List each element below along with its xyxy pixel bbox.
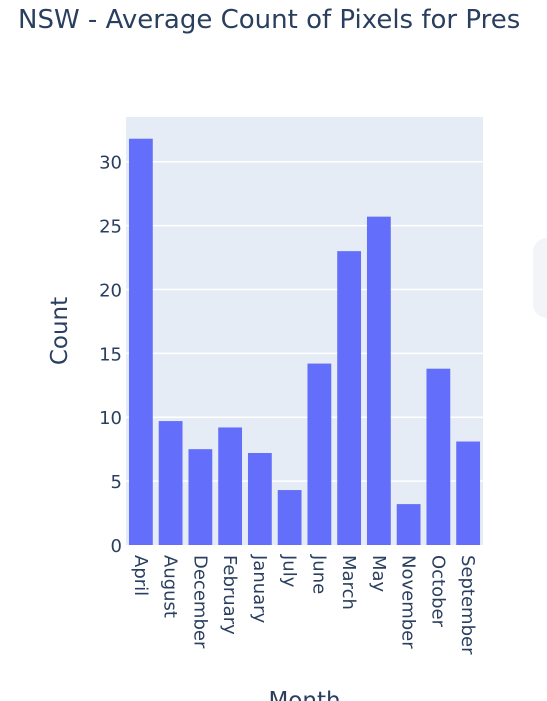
x-tick-label: January xyxy=(249,554,270,624)
bar-september[interactable] xyxy=(456,441,481,545)
bars xyxy=(128,138,481,546)
y-tick-label: 15 xyxy=(99,344,122,365)
x-tick-label: March xyxy=(338,555,359,610)
modebar-edge[interactable] xyxy=(533,238,547,318)
x-tick-label: June xyxy=(308,554,329,594)
bar-april[interactable] xyxy=(128,138,153,545)
x-tick-labels: April August December February January July Ju… xyxy=(130,554,478,655)
y-tick-label: 25 xyxy=(99,217,122,238)
bar-may[interactable] xyxy=(366,216,391,545)
x-axis-title: Month xyxy=(268,688,340,701)
bar-june[interactable] xyxy=(307,363,332,545)
x-tick-label: May xyxy=(368,555,389,593)
x-tick-label: February xyxy=(219,555,240,635)
y-tick-label: 20 xyxy=(99,280,122,301)
x-tick-label: July xyxy=(279,554,300,588)
y-tick-label: 30 xyxy=(99,153,122,174)
y-tick-label: 5 xyxy=(111,472,122,493)
y-tick-label: 0 xyxy=(111,536,122,557)
x-tick-label: October xyxy=(427,555,448,628)
y-axis-title: Count xyxy=(47,297,73,365)
plot-area xyxy=(126,117,483,545)
y-tick-labels: 0 5 10 15 20 25 30 xyxy=(99,153,122,557)
bar-october[interactable] xyxy=(426,368,451,545)
bar-november[interactable] xyxy=(396,504,421,545)
bar-march[interactable] xyxy=(337,251,362,546)
x-tick-label: April xyxy=(130,555,151,596)
bar-august[interactable] xyxy=(158,421,183,545)
bar-december[interactable] xyxy=(188,449,213,545)
x-tick-label: December xyxy=(189,555,210,649)
bar-february[interactable] xyxy=(218,427,243,545)
x-tick-label: August xyxy=(160,555,181,618)
bar-january[interactable] xyxy=(247,453,272,545)
y-tick-label: 10 xyxy=(99,408,122,429)
x-tick-label: November xyxy=(398,555,419,649)
x-tick-label: September xyxy=(457,555,478,655)
chart-title: NSW - Average Count of Pixels for Pres xyxy=(18,5,521,35)
bar-july[interactable] xyxy=(277,490,302,545)
gridlines xyxy=(126,160,483,482)
